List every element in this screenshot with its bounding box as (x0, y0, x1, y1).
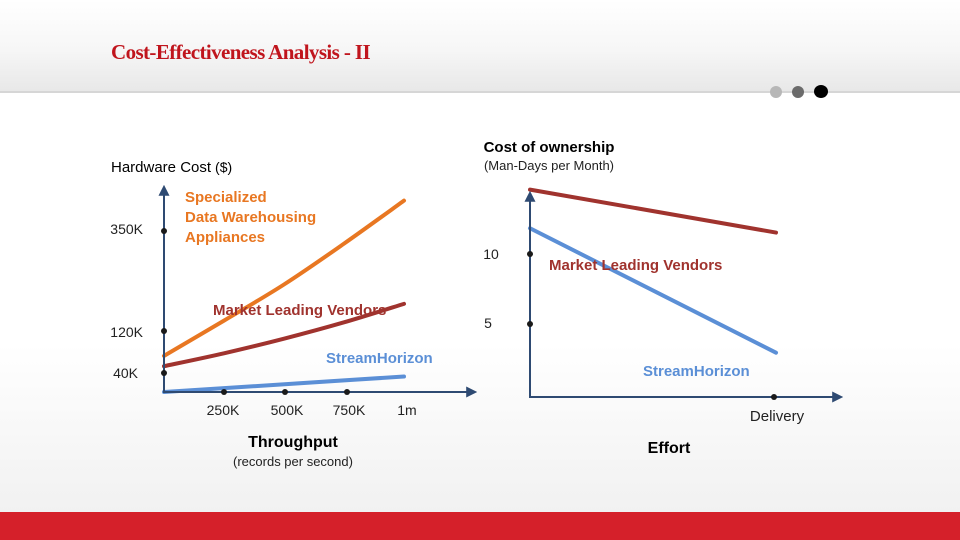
co-y-tick-label: 5 (484, 315, 492, 331)
nav-dot-current[interactable] (814, 85, 828, 98)
hw-y-tick-label: 350K (110, 221, 143, 237)
slide-body (0, 93, 960, 512)
hw-x-tick-mark (221, 389, 227, 395)
co-y-tick-mark (527, 251, 533, 257)
hw-series-label-line: Appliances (185, 229, 265, 246)
hw-series-label-line: Data Warehousing (185, 209, 316, 226)
slide-nav-dots (768, 85, 834, 99)
hw-series-line-market-vendors (162, 301, 406, 369)
co-title: Cost of ownership (484, 139, 615, 156)
nav-dot[interactable] (770, 86, 782, 98)
co-x-tick-label: Delivery (750, 408, 805, 425)
hw-x-tick-label: 750K (333, 402, 366, 418)
co-series-label-streamhorizon: StreamHorizon (643, 363, 750, 380)
hw-series-label-appliances: Specialized Data Warehousing Appliances (185, 189, 320, 246)
co-series-label-market-vendors: Market Leading Vendors (549, 257, 722, 274)
hardware-cost-chart: Hardware Cost ($) 350K 120K 40K 250K 500K… (110, 159, 478, 469)
hw-series-line-streamhorizon (162, 374, 406, 394)
hw-xlabel-sub: (records per second) (233, 454, 353, 469)
hw-ylabel-unit: ($) (215, 159, 232, 175)
co-y-tick-mark (527, 321, 533, 327)
hw-ylabel: Hardware Cost (111, 159, 212, 176)
hw-y-tick-label: 120K (110, 324, 143, 340)
co-xlabel: Effort (648, 440, 691, 457)
hw-y-tick-mark (161, 228, 167, 234)
hw-y-tick-mark (161, 328, 167, 334)
nav-dot[interactable] (792, 86, 804, 98)
hw-x-tick-label: 500K (271, 402, 304, 418)
co-series-line-market-vendors (528, 187, 778, 235)
cost-of-ownership-chart: Cost of ownership (Man-Days per Month) 1… (483, 139, 844, 457)
slide-title: Cost-Effectiveness Analysis - II (111, 40, 371, 64)
co-subtitle: (Man-Days per Month) (484, 158, 614, 173)
co-series-line-streamhorizon (528, 226, 778, 355)
hw-series-label-streamhorizon: StreamHorizon (326, 350, 433, 367)
hw-x-tick-label: 1m (397, 402, 416, 418)
hw-ylabel-group: Hardware Cost ($) (111, 159, 232, 176)
hw-x-tick-mark (282, 389, 288, 395)
co-y-tick-label: 10 (483, 246, 499, 262)
hw-series-line-appliances (162, 198, 406, 358)
hw-x-tick-mark (344, 389, 350, 395)
hw-y-tick-label: 40K (113, 365, 139, 381)
hw-xlabel: Throughput (248, 434, 338, 451)
hw-series-label-line: Specialized (185, 189, 267, 206)
header-band (0, 0, 960, 93)
hw-x-tick-label: 250K (207, 402, 240, 418)
hw-series-label-market-vendors: Market Leading Vendors (213, 302, 386, 319)
co-x-tick-mark (771, 394, 777, 400)
footer-bar (0, 512, 960, 540)
hw-y-tick-mark (161, 370, 167, 376)
